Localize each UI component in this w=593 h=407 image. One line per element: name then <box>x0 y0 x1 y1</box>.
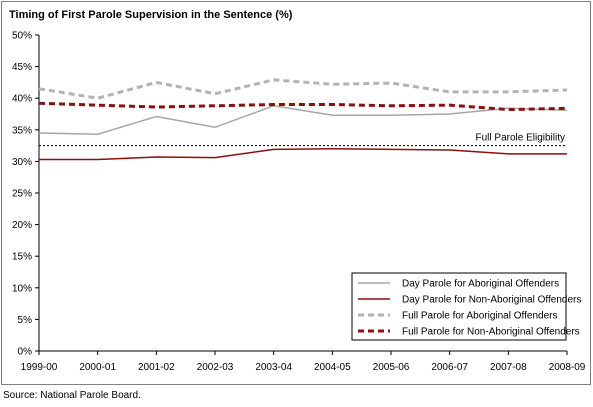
x-tick-label: 1999-00 <box>21 362 58 373</box>
legend-box <box>351 272 567 341</box>
y-tick-label: 15% <box>12 252 32 263</box>
series-line-1 <box>38 105 568 135</box>
y-tick-label: 40% <box>12 94 32 105</box>
x-tick-label: 2004-05 <box>314 362 351 373</box>
x-tick-label: 2001-02 <box>138 362 175 373</box>
legend-entry-label: Day Parole for Aboriginal Offenders <box>402 279 559 290</box>
series-line-4 <box>38 101 568 112</box>
y-tick-label: 10% <box>12 283 32 294</box>
y-axis-ticks: 0% 5% 10% 15% 20% 25% 30% 35% 40% 45% 50% <box>12 31 39 358</box>
reference-line-group: Full Parole Eligibility <box>39 133 567 147</box>
x-tick-label: 2005-06 <box>373 362 410 373</box>
legend-entry-label: Full Parole for Non-Aboriginal Offenders <box>402 327 580 338</box>
y-tick-label: 45% <box>12 62 32 73</box>
series-line-2 <box>39 148 567 161</box>
x-axis-ticks: 1999-00 2000-01 2001-02 2002-03 2003-04 2004-… <box>21 351 586 373</box>
x-tick-label: 2003-04 <box>255 362 292 373</box>
full-parole-eligibility-label: Full Parole Eligibility <box>476 133 565 144</box>
x-tick-label: 2000-01 <box>79 362 116 373</box>
legend-entry-label: Day Parole for Non-Aboriginal Offenders <box>402 295 581 306</box>
y-tick-label: 25% <box>12 189 32 200</box>
series-lines <box>38 78 568 161</box>
legend: Day Parole for Aboriginal Offenders Day P… <box>351 272 581 341</box>
x-tick-label: 2002-03 <box>197 362 234 373</box>
x-tick-label: 2008-09 <box>549 362 586 373</box>
source-note: Source: National Parole Board. <box>3 390 141 401</box>
x-tick-label: 2006-07 <box>431 362 468 373</box>
x-tick-label: 2007-08 <box>490 362 527 373</box>
y-tick-label: 20% <box>12 220 32 231</box>
chart-title: Timing of First Parole Supervision in th… <box>9 9 293 21</box>
y-tick-label: 5% <box>18 315 33 326</box>
y-tick-label: 50% <box>12 31 32 42</box>
legend-entry-label: Full Parole for Aboriginal Offenders <box>402 311 557 322</box>
series-line-3 <box>38 78 568 100</box>
y-tick-label: 0% <box>18 347 33 358</box>
y-tick-label: 35% <box>12 125 32 136</box>
y-tick-label: 30% <box>12 157 32 168</box>
